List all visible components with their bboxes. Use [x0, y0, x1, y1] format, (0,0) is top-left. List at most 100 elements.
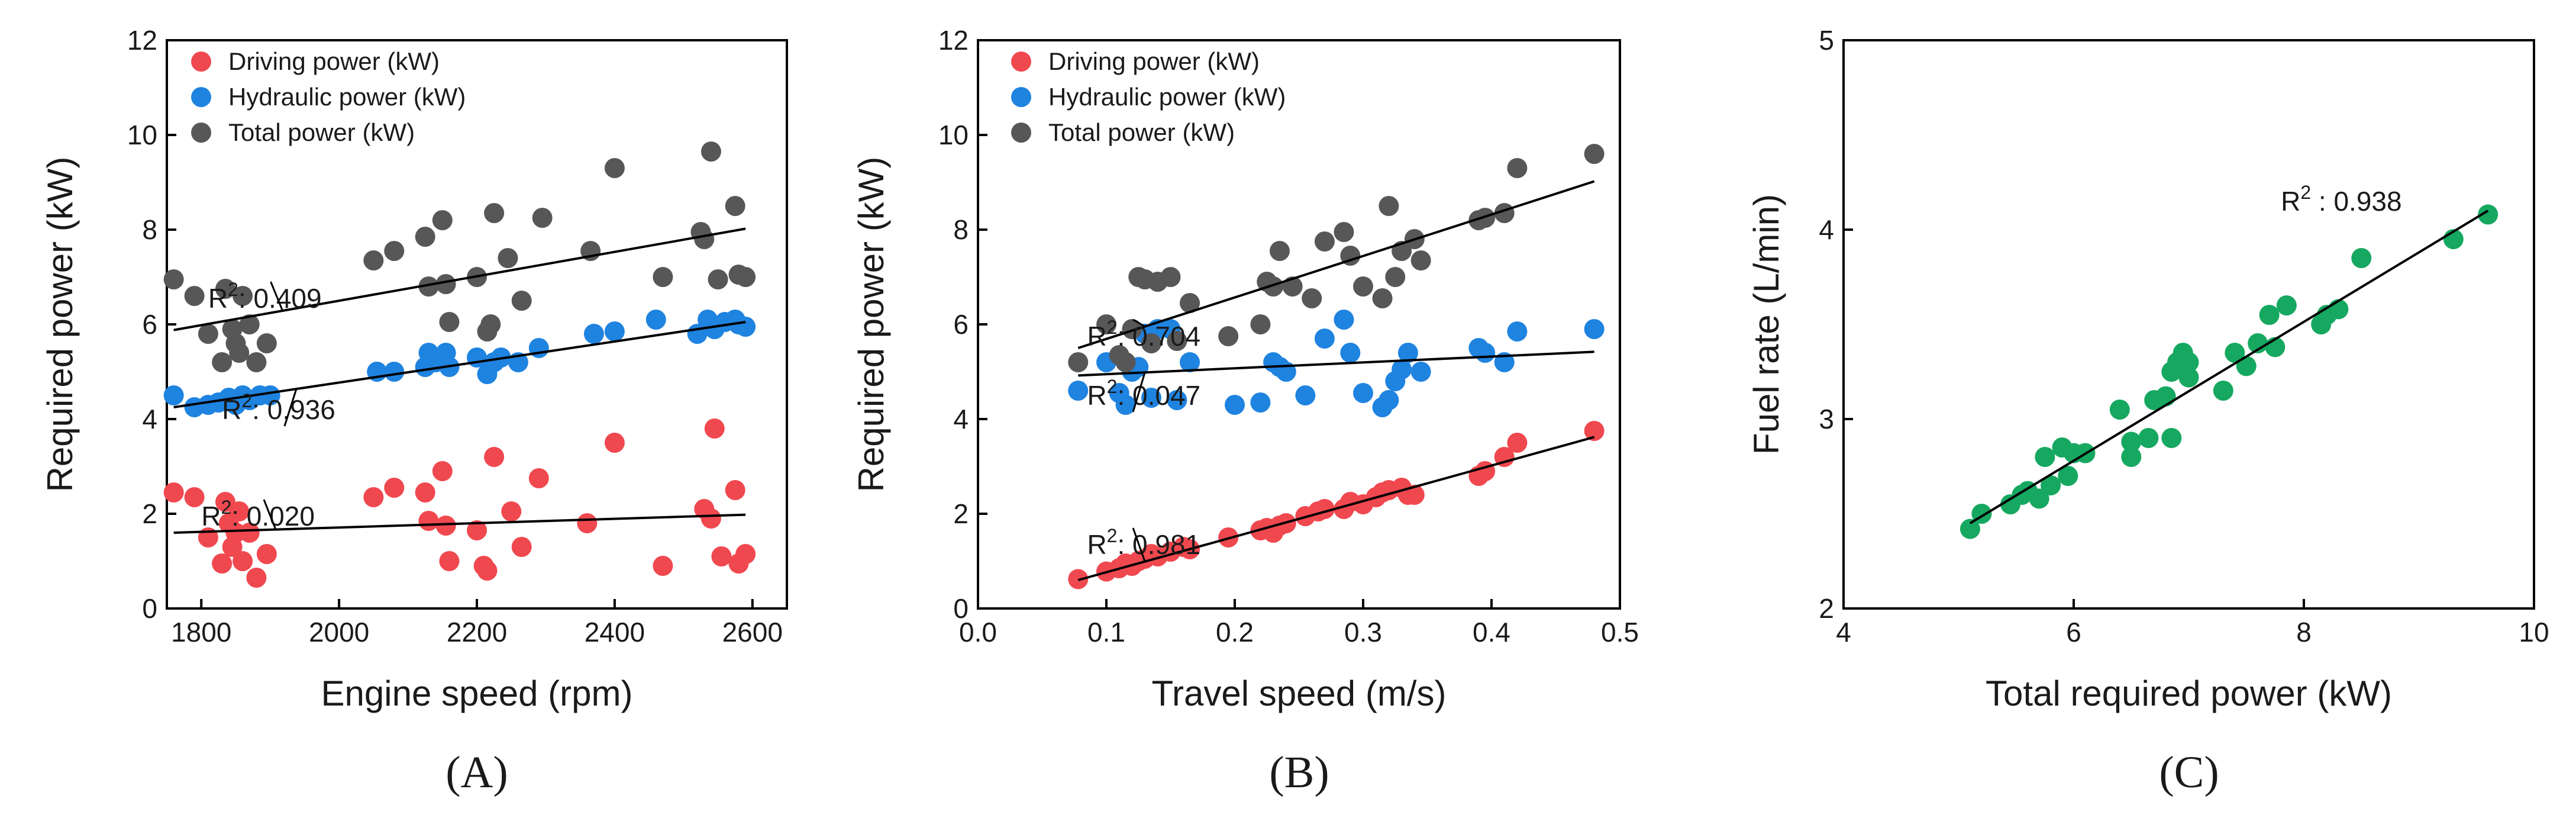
x-tick-label: 0.3 [1344, 617, 1382, 648]
data-point-driving [435, 516, 456, 536]
r2-prefix: R [1087, 321, 1106, 352]
data-point-total [1263, 276, 1284, 297]
r2-annotation: R2 : 0.938 [2281, 182, 2401, 217]
data-point-total [1372, 288, 1393, 308]
data-point-hydraulic [467, 347, 487, 368]
data-point-fuel [2276, 295, 2297, 315]
y-axis-title: Fuel rate (L/min) [1747, 194, 1786, 455]
y-tick-label: 2 [953, 498, 969, 529]
data-point-fuel [2058, 466, 2078, 486]
panel-a: 1800 2000 2200 2400 2600 0 2 4 6 8 10 12 Engine spee… [40, 25, 788, 797]
x-tick-label: 2600 [722, 617, 783, 648]
data-point-total [1269, 241, 1290, 261]
y-tick-label: 6 [142, 309, 157, 340]
data-point-hydraulic [1068, 381, 1089, 401]
data-point-total [1410, 250, 1431, 270]
r2-superscript: 2 [221, 497, 231, 518]
data-point-fuel [2035, 447, 2055, 467]
x-tick-label: 0.5 [1601, 617, 1639, 648]
data-point-driving [1494, 447, 1515, 467]
data-point-total [653, 267, 673, 287]
data-point-fuel [2259, 305, 2280, 325]
fit-line-fuel [1969, 210, 2489, 524]
data-point-driving [725, 480, 745, 500]
data-point-driving [604, 433, 625, 453]
data-point-fuel [2178, 367, 2199, 388]
data-point-driving [501, 501, 522, 521]
legend-label: Driving power (kW) [228, 47, 440, 75]
fit-line-driving [1077, 436, 1595, 581]
data-point-driving [246, 568, 267, 588]
y-tick-label: 3 [1819, 404, 1834, 434]
data-point-driving [225, 523, 246, 543]
r2-superscript: 2 [2300, 182, 2311, 203]
x-tick-label: 10 [2519, 617, 2549, 648]
data-point-driving [484, 447, 505, 467]
r2-superscript: 2 [1107, 525, 1118, 546]
data-point-hydraulic [583, 324, 604, 344]
data-point-total [701, 141, 721, 162]
r2-value: : 0.704 [1117, 321, 1200, 352]
data-point-total [1385, 267, 1406, 287]
y-tick-label: 2 [142, 498, 157, 529]
data-point-total [212, 352, 233, 372]
data-point-total [1314, 231, 1335, 252]
r2-pointer [283, 388, 298, 427]
data-point-driving [384, 478, 405, 498]
data-point-driving [735, 544, 756, 564]
x-tick-label: 6 [2066, 617, 2081, 648]
data-point-total [511, 291, 532, 311]
data-point-total [1334, 222, 1354, 242]
data-point-hydraulic [1410, 362, 1431, 382]
data-point-driving [163, 482, 184, 503]
y-tick-label: 5 [1819, 25, 1834, 56]
data-point-hydraulic [260, 385, 280, 405]
data-point-fuel [2155, 386, 2176, 407]
x-tick-label: 0.0 [959, 617, 997, 648]
data-point-hydraulic [1115, 395, 1136, 415]
r2-annotation: R2: 0.409 [208, 279, 322, 314]
data-point-hydraulic [1167, 390, 1187, 410]
y-tick-label: 12 [127, 25, 157, 56]
data-point-total [256, 333, 277, 353]
data-point-driving [577, 513, 598, 533]
data-point-driving [701, 508, 721, 529]
data-point-driving [528, 468, 549, 488]
data-point-total [1096, 314, 1116, 334]
legend-marker-hydraulic [191, 87, 211, 107]
r2-superscript: 2 [241, 390, 252, 411]
r2-annotation: R2: 0.020 [201, 497, 315, 532]
legend-label: Hydraulic power (kW) [228, 83, 466, 111]
data-point-driving [239, 523, 260, 543]
r2-superscript: 2 [1107, 317, 1118, 338]
r2-annotation: R2: 0.704 [1087, 317, 1200, 352]
y-tick-label: 6 [953, 309, 969, 340]
data-point-hydraulic [1225, 395, 1245, 415]
data-point-total [1584, 144, 1605, 164]
data-point-total [708, 269, 728, 289]
data-point-hydraulic [163, 385, 184, 405]
data-point-hydraulic [604, 321, 625, 342]
y-tick-label: 4 [1819, 214, 1834, 245]
y-tick-label: 10 [938, 120, 969, 150]
data-point-total [1507, 158, 1528, 178]
data-point-total [233, 286, 253, 306]
plot-frame [1842, 39, 2535, 610]
data-point-hydraulic [1353, 383, 1373, 403]
panel-label: (A) [446, 748, 508, 797]
data-point-driving [256, 544, 277, 564]
x-axis-title: Travel speed (m/s) [1152, 674, 1447, 713]
y-tick-label: 4 [953, 404, 969, 434]
y-tick-label: 4 [142, 404, 157, 434]
data-point-hydraulic [1250, 392, 1271, 413]
data-point-total [480, 314, 501, 334]
data-point-driving [233, 551, 253, 571]
r2-value: : 0.981 [1117, 529, 1200, 560]
data-point-driving [653, 556, 673, 576]
data-point-fuel [2161, 428, 2182, 448]
y-tick-label: 0 [142, 593, 157, 624]
r2-annotation: R2: 0.936 [222, 390, 335, 425]
data-point-driving [1507, 433, 1528, 453]
data-point-fuel [2138, 428, 2159, 448]
data-point-total [735, 267, 756, 287]
